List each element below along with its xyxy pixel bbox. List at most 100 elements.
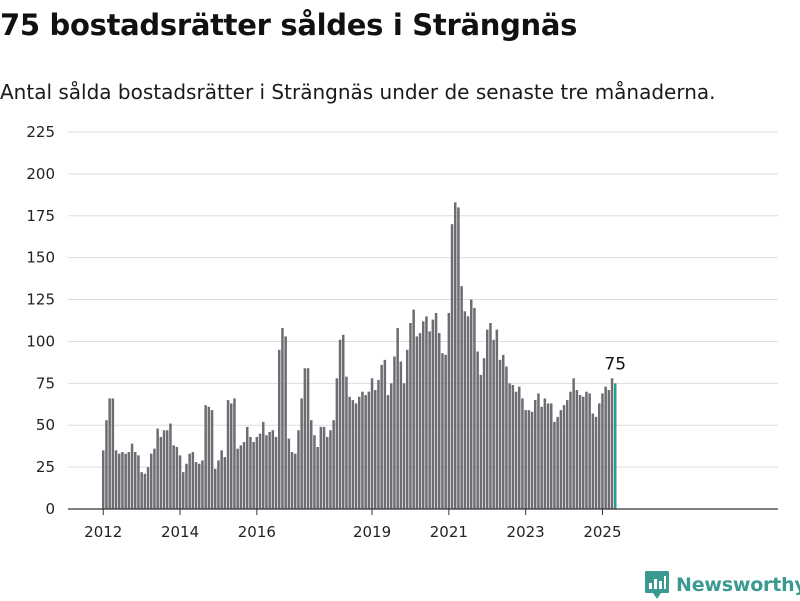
brand-name: Newsworthy (676, 574, 800, 596)
bar (386, 395, 390, 509)
bar (233, 398, 236, 509)
page-title: 75 bostadsrätter såldes i Strängnäs (0, 8, 578, 42)
bar (134, 452, 137, 509)
bar (105, 420, 108, 509)
bar (604, 386, 607, 509)
bar (290, 452, 294, 509)
bar (537, 393, 540, 509)
bar (550, 403, 553, 509)
bar (278, 349, 281, 509)
bar (249, 436, 252, 509)
bar (303, 368, 307, 509)
bar (610, 378, 614, 509)
bar (294, 453, 297, 509)
bar (607, 390, 611, 509)
bar (383, 359, 387, 509)
bar (364, 395, 367, 509)
bar (428, 331, 431, 509)
bar (438, 333, 441, 509)
bar (319, 426, 323, 509)
bar (274, 436, 278, 509)
bar (527, 410, 531, 509)
bar (246, 426, 249, 509)
bar (354, 403, 358, 509)
bar (239, 445, 243, 509)
bar (236, 448, 239, 509)
bar (271, 430, 275, 509)
bar (540, 406, 543, 509)
bar (252, 441, 255, 509)
bar (479, 374, 483, 509)
bar (156, 428, 159, 509)
bar (127, 452, 131, 509)
y-tick-label: 100 (26, 332, 55, 350)
bar (566, 400, 569, 509)
bar (434, 312, 438, 509)
bar (546, 403, 550, 509)
bar (191, 452, 195, 509)
bar (418, 333, 422, 509)
bar (390, 383, 393, 509)
bar (454, 202, 457, 509)
bar (498, 359, 502, 509)
bar (380, 364, 383, 509)
bar (137, 455, 140, 509)
bar (300, 398, 303, 509)
bar (143, 473, 147, 509)
bar (335, 378, 339, 509)
y-tick-label: 25 (36, 458, 55, 476)
bar (530, 411, 534, 509)
bar (486, 329, 489, 509)
bar (460, 286, 463, 509)
bar (466, 316, 470, 509)
bar (553, 421, 556, 509)
bar (121, 452, 124, 509)
bar (255, 436, 259, 509)
bar (146, 467, 150, 509)
bar (332, 420, 335, 509)
bar (582, 396, 585, 509)
bar (114, 450, 118, 509)
bar (351, 400, 355, 509)
bar (268, 431, 271, 509)
newsworthy-logo-icon (645, 571, 669, 599)
bar (262, 421, 265, 509)
bar (495, 329, 499, 509)
bar (118, 453, 121, 509)
bar (399, 361, 403, 509)
bar (310, 420, 313, 509)
bar (575, 390, 579, 509)
bar (361, 391, 364, 509)
bar (444, 354, 447, 509)
bars (102, 202, 617, 509)
bar (447, 312, 451, 509)
bar (482, 358, 486, 509)
bar (569, 391, 572, 509)
bar (326, 436, 329, 509)
y-tick-label: 150 (26, 249, 55, 267)
bar (588, 393, 591, 509)
bar (140, 472, 143, 509)
bar (102, 450, 105, 509)
bar (153, 448, 156, 509)
bar (287, 438, 291, 509)
bar (342, 334, 345, 509)
bar (159, 436, 163, 509)
y-tick-label: 75 (36, 374, 55, 392)
bar (150, 453, 153, 509)
bar (214, 468, 217, 509)
x-tick-label: 2023 (507, 523, 545, 541)
y-tick-label: 175 (26, 207, 55, 225)
bar (223, 457, 227, 509)
x-tick-label: 2025 (583, 523, 621, 541)
bar (572, 378, 575, 509)
bar (313, 435, 316, 509)
data-labels: 75 (604, 354, 626, 374)
bar (441, 353, 444, 509)
bar (508, 383, 511, 509)
bar (226, 400, 230, 509)
bar (178, 455, 182, 509)
bar (473, 307, 476, 509)
y-axis-ticks: 0 25 50 75 100 125 150 175 200 225 (26, 123, 55, 518)
